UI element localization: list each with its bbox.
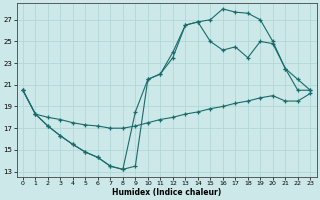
X-axis label: Humidex (Indice chaleur): Humidex (Indice chaleur) <box>112 188 221 197</box>
